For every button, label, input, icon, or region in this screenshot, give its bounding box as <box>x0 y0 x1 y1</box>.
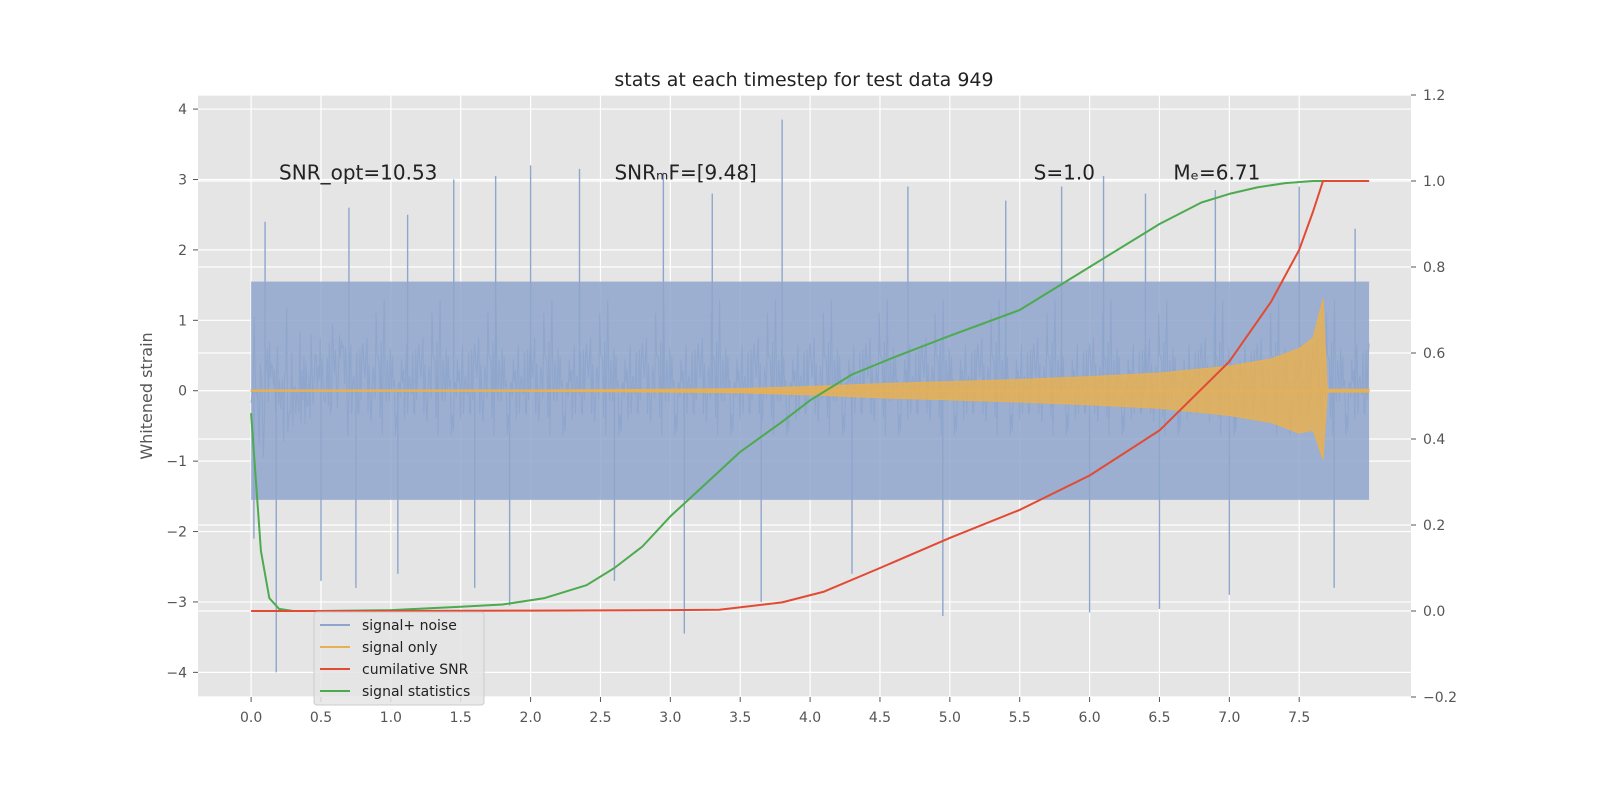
axis-ticks: 0.0 0.5 1.0 1.5 2.0 2.5 3.0 3.5 4.0 4.5 5.0 5.5 6.0 6… <box>166 88 1457 726</box>
x-tick-label: 4.5 <box>869 710 891 726</box>
x-tick-label: 5.0 <box>939 710 961 726</box>
x-tick-label: 0.5 <box>310 710 332 726</box>
y-tick-label: 2 <box>178 243 187 259</box>
y-axis-label: Whitened strain <box>137 332 156 459</box>
x-tick-label: 7.0 <box>1218 710 1240 726</box>
y-tick-label: −2 <box>166 525 187 541</box>
legend-label-3: signal statistics <box>362 684 470 700</box>
x-tick-label: 2.5 <box>589 710 611 726</box>
series-layer <box>250 119 1370 673</box>
x-tick-label: 3.0 <box>659 710 681 726</box>
y-tick-label: 3 <box>178 172 187 188</box>
annotation-2: S=1.0 <box>1034 160 1095 184</box>
y2-tick-label: 0.0 <box>1423 604 1445 620</box>
y2-tick-label: 0.2 <box>1423 518 1445 534</box>
legend-box <box>313 611 485 706</box>
annotations: SNR_opt=10.53 SNRₘF=[9.48] S=1.0 Mₑ=6.71 <box>279 160 1260 184</box>
y-tick-label: 1 <box>178 313 187 329</box>
legend: signal+ noise signal only cumilative SNR si… <box>313 611 485 706</box>
x-tick-label: 7.5 <box>1288 710 1310 726</box>
y-tick-label: −3 <box>166 595 187 611</box>
x-tick-label: 6.0 <box>1078 710 1100 726</box>
y2-tick-label: 1.0 <box>1423 174 1445 190</box>
y2-tick-label: 0.8 <box>1423 260 1445 276</box>
x-tick-label: 6.5 <box>1148 710 1170 726</box>
annotation-3: Mₑ=6.71 <box>1173 160 1260 184</box>
legend-label-0: signal+ noise <box>362 618 457 634</box>
legend-label-1: signal only <box>362 640 437 656</box>
y-tick-label: 4 <box>178 102 187 118</box>
x-tick-label: 5.5 <box>1009 710 1031 726</box>
y2-tick-label: −0.2 <box>1423 690 1457 706</box>
chart-title: stats at each timestep for test data 949 <box>614 69 993 91</box>
x-tick-label: 1.0 <box>380 710 402 726</box>
x-tick-label: 0.0 <box>240 710 262 726</box>
x-tick-label: 2.0 <box>519 710 541 726</box>
y2-tick-label: 0.4 <box>1423 432 1445 448</box>
annotation-1: SNRₘF=[9.48] <box>614 160 756 184</box>
x-tick-label: 3.5 <box>729 710 751 726</box>
annotation-0: SNR_opt=10.53 <box>279 160 437 184</box>
x-tick-label: 4.0 <box>799 710 821 726</box>
y-tick-label: 0 <box>178 384 187 400</box>
cumulative-snr-line <box>251 180 1370 612</box>
y2-tick-label: 0.6 <box>1423 346 1445 362</box>
y2-tick-label: 1.2 <box>1423 88 1445 104</box>
y-tick-label: −4 <box>166 665 187 681</box>
x-tick-label: 1.5 <box>450 710 472 726</box>
signal-only-envelope <box>250 299 1370 460</box>
y-tick-label: −1 <box>166 454 187 470</box>
legend-label-2: cumilative SNR <box>362 662 469 678</box>
